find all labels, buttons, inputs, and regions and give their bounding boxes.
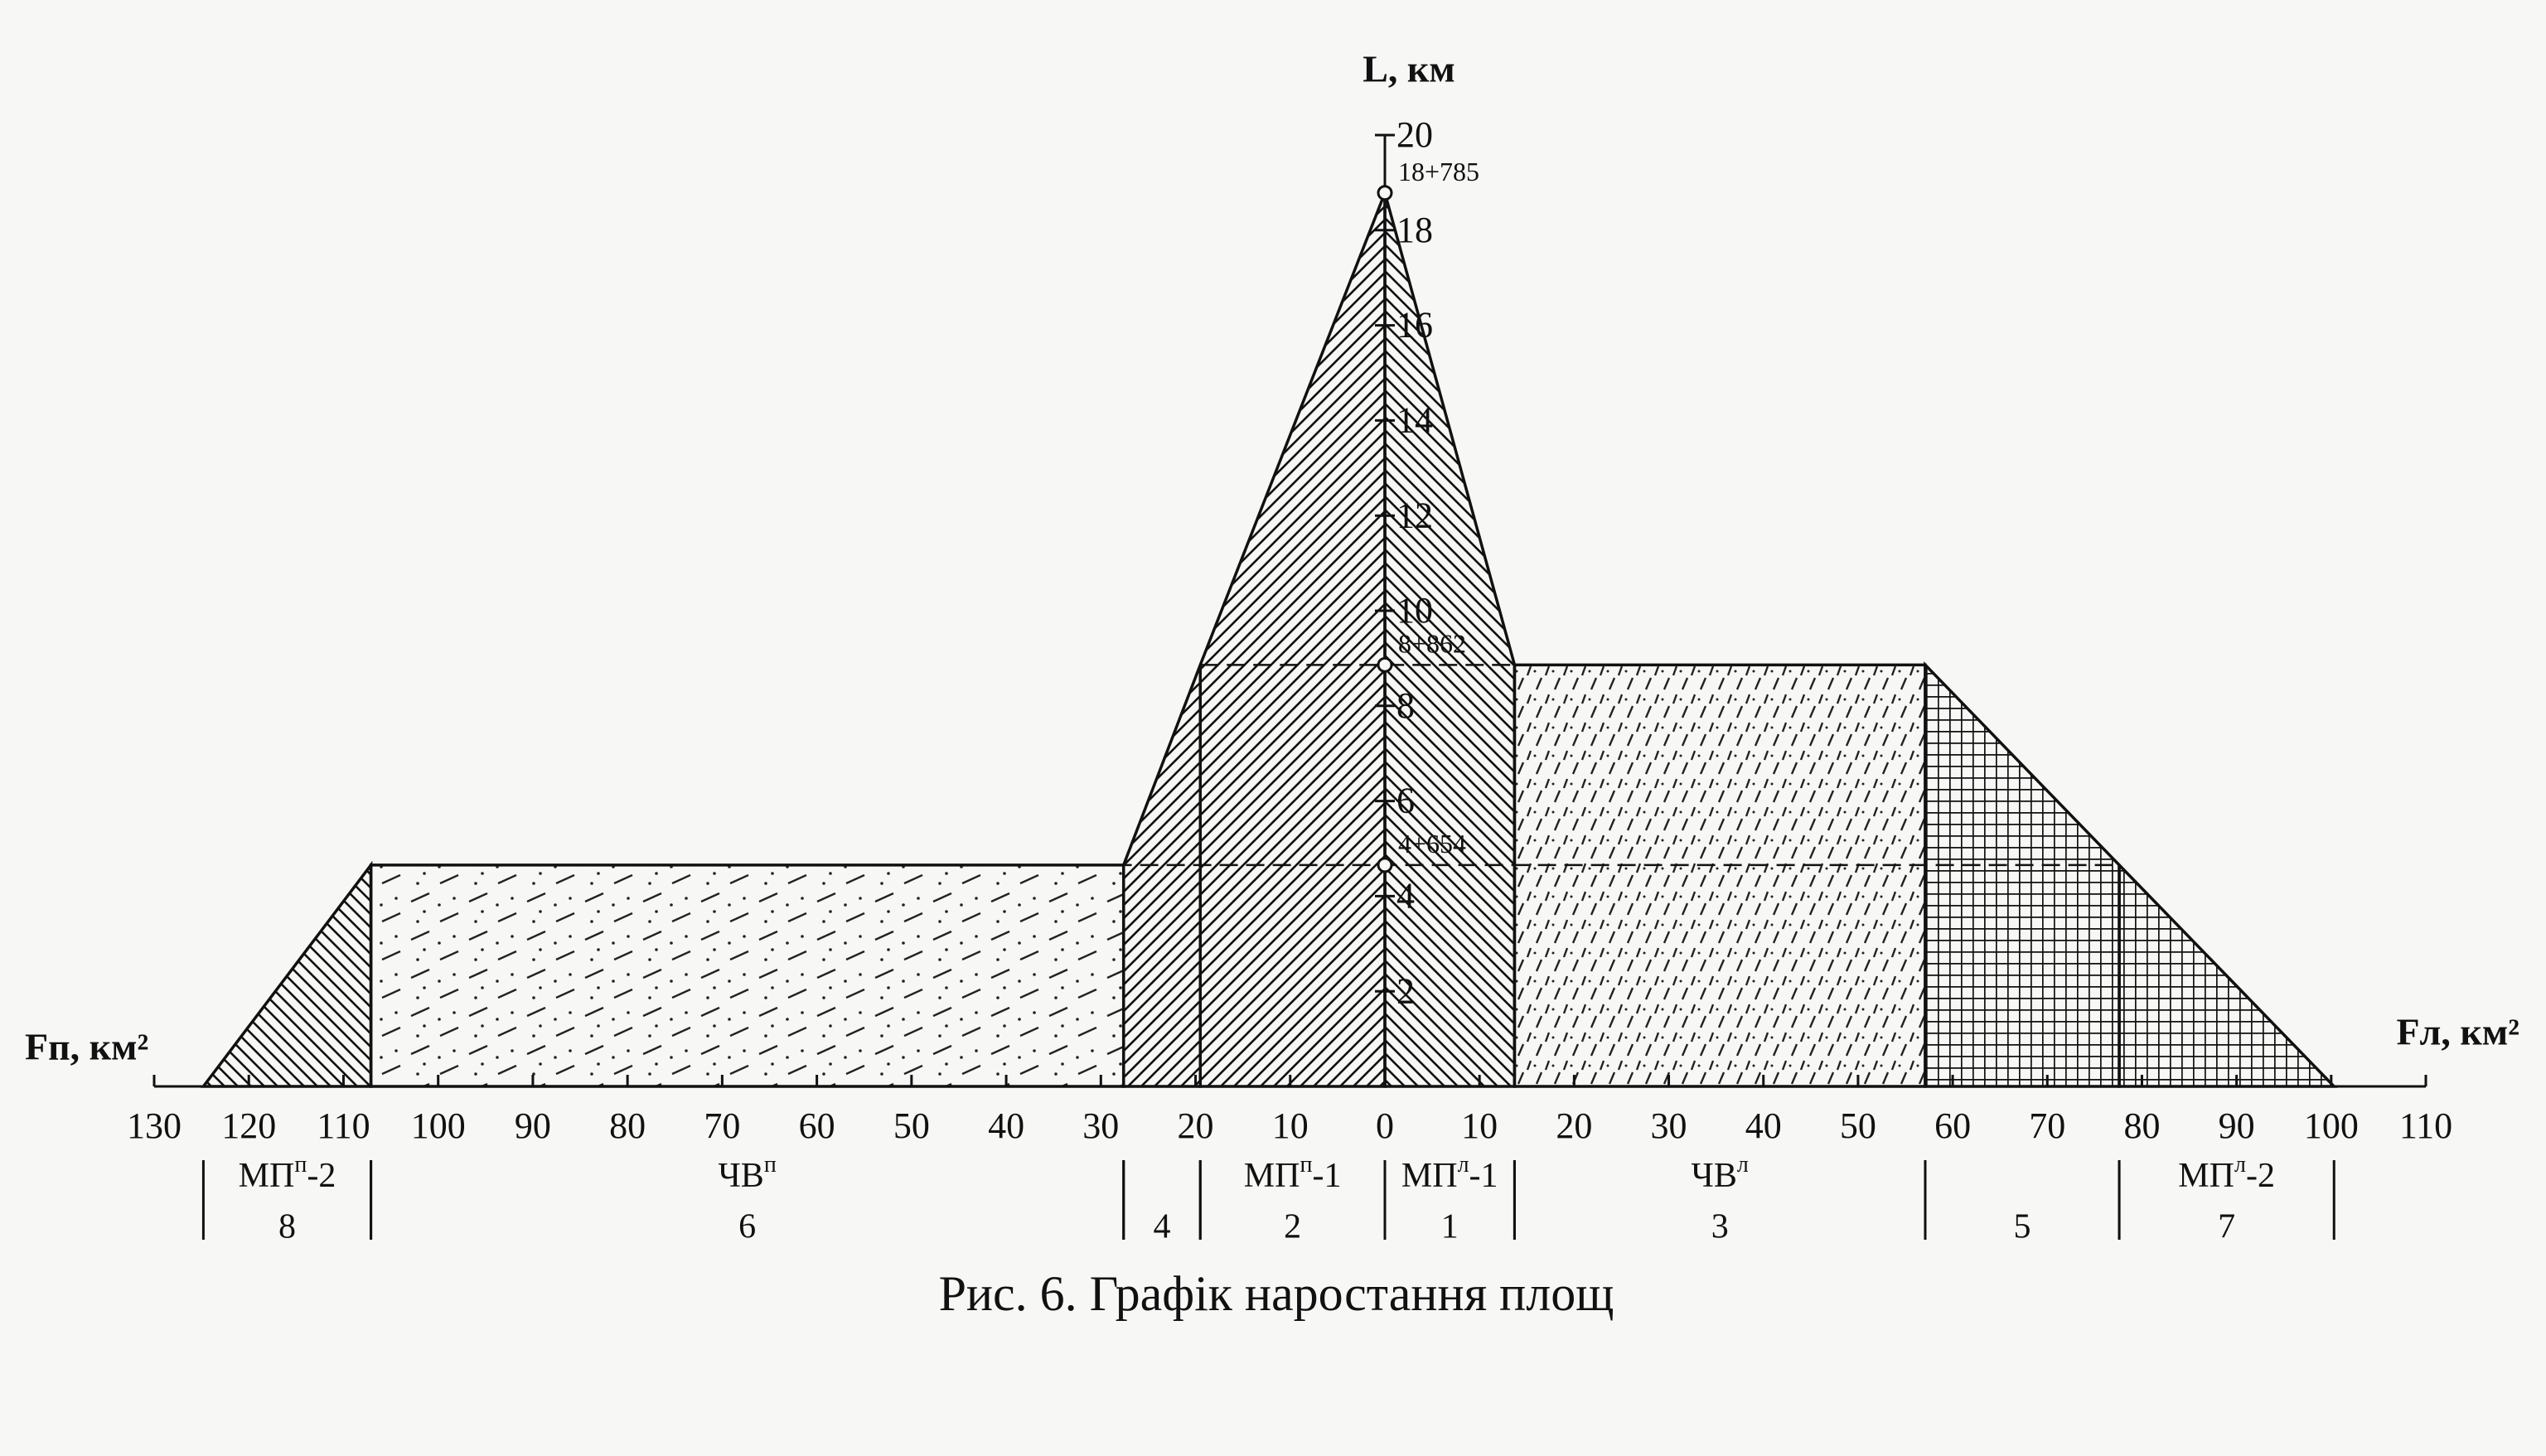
- x-tick-label: 70: [704, 1105, 740, 1146]
- section-number: 2: [1284, 1208, 1301, 1246]
- section-name-base: МП: [1401, 1157, 1458, 1195]
- section-number: 8: [278, 1208, 296, 1246]
- x-tick-label: 80: [609, 1105, 646, 1146]
- area-region: [1924, 661, 2121, 1088]
- section-number: 7: [2218, 1208, 2235, 1246]
- section-name-sup: л: [1458, 1152, 1469, 1178]
- x-tick-label: 60: [799, 1105, 835, 1146]
- annotation-label: 18+785: [1398, 157, 1479, 186]
- x-tick-label: 20: [1178, 1105, 1214, 1146]
- section-name-base: МП: [2178, 1157, 2234, 1195]
- x-tick-label: 40: [988, 1105, 1024, 1146]
- y-tick-label: 14: [1396, 399, 1433, 440]
- x-tick-label: 30: [1082, 1105, 1119, 1146]
- section-number: 5: [2014, 1208, 2031, 1246]
- x-tick-label: 110: [2399, 1105, 2452, 1146]
- x-tick-label: 0: [1376, 1105, 1394, 1146]
- area-region: [1198, 192, 1387, 1088]
- section-name-base: МП: [1244, 1157, 1300, 1195]
- annotation-label: 4+654: [1398, 829, 1466, 859]
- section-number: 1: [1441, 1208, 1459, 1246]
- y-tick-label: 6: [1396, 781, 1415, 821]
- section-name: МПп-1: [1244, 1152, 1342, 1194]
- section-number: 3: [1711, 1208, 1729, 1246]
- x-tick-label: 130: [127, 1105, 182, 1146]
- y-tick-label: 4: [1396, 875, 1415, 916]
- x-tick-label: 90: [2219, 1105, 2255, 1146]
- y-tick-label: 20: [1396, 114, 1433, 155]
- x-left-axis-label: Fп, км²: [25, 1026, 148, 1068]
- section-name-tail: -1: [1312, 1157, 1341, 1195]
- area-region: [200, 860, 373, 1088]
- area-region: [2118, 861, 2338, 1088]
- x-tick-label: 100: [2304, 1105, 2359, 1146]
- section-name: МПл-1: [1401, 1152, 1498, 1194]
- section-name: МПп-2: [239, 1152, 336, 1194]
- section-name-tail: -2: [2246, 1157, 2275, 1195]
- x-tick-label: 60: [1934, 1105, 1971, 1146]
- y-tick-label: 18: [1396, 210, 1433, 250]
- x-tick-label: 80: [2123, 1105, 2160, 1146]
- y-tick-label: 12: [1396, 495, 1433, 535]
- y-tick-label: 8: [1396, 685, 1415, 726]
- caption: Рис. 6. Графік наростання площ: [939, 1266, 1614, 1321]
- y-tick-label: 16: [1396, 305, 1433, 346]
- section-name-sup: п: [1300, 1152, 1312, 1178]
- y-axis-label: L, км: [1363, 48, 1455, 90]
- x-tick-label: 70: [2029, 1105, 2065, 1146]
- x-tick-label: 50: [1840, 1105, 1876, 1146]
- x-tick-label: 40: [1745, 1105, 1782, 1146]
- area-region: [1513, 663, 1927, 1088]
- section-name: ЧВп: [719, 1152, 777, 1194]
- x-tick-label: 50: [893, 1105, 930, 1146]
- x-right-axis-label: Fл, км²: [2396, 1011, 2519, 1053]
- section-number: 4: [1153, 1208, 1170, 1246]
- y-tick-label: 2: [1396, 970, 1415, 1011]
- x-tick-label: 10: [1461, 1105, 1498, 1146]
- x-tick-label: 110: [317, 1105, 370, 1146]
- section-name-tail: -2: [307, 1157, 336, 1195]
- x-tick-label: 20: [1556, 1105, 1592, 1146]
- annotation-point: [1377, 185, 1393, 201]
- y-tick-label: 10: [1396, 590, 1433, 631]
- section-name-sup: л: [1737, 1152, 1749, 1178]
- section-name: ЧВл: [1692, 1152, 1749, 1194]
- x-tick-label: 10: [1272, 1105, 1309, 1146]
- section-name-sup: п: [294, 1152, 307, 1178]
- area-region: [369, 863, 1125, 1088]
- annotation-label: 8+862: [1398, 629, 1466, 659]
- area-region: [1121, 664, 1202, 1088]
- x-tick-label: 100: [411, 1105, 466, 1146]
- section-name-sup: л: [2234, 1152, 2246, 1178]
- x-tick-label: 30: [1651, 1105, 1687, 1146]
- section-name-base: МП: [239, 1157, 295, 1195]
- section-name-sup: п: [764, 1152, 777, 1178]
- annotation-point: [1377, 656, 1393, 673]
- section-name-base: ЧВ: [1692, 1157, 1737, 1195]
- x-tick-label: 120: [221, 1105, 276, 1146]
- section-name-tail: -1: [1469, 1157, 1498, 1195]
- x-tick-label: 90: [515, 1105, 551, 1146]
- section-number: 6: [738, 1208, 756, 1246]
- section-name-base: ЧВ: [719, 1157, 764, 1195]
- annotation-point: [1377, 857, 1393, 873]
- section-name: МПл-2: [2178, 1152, 2275, 1194]
